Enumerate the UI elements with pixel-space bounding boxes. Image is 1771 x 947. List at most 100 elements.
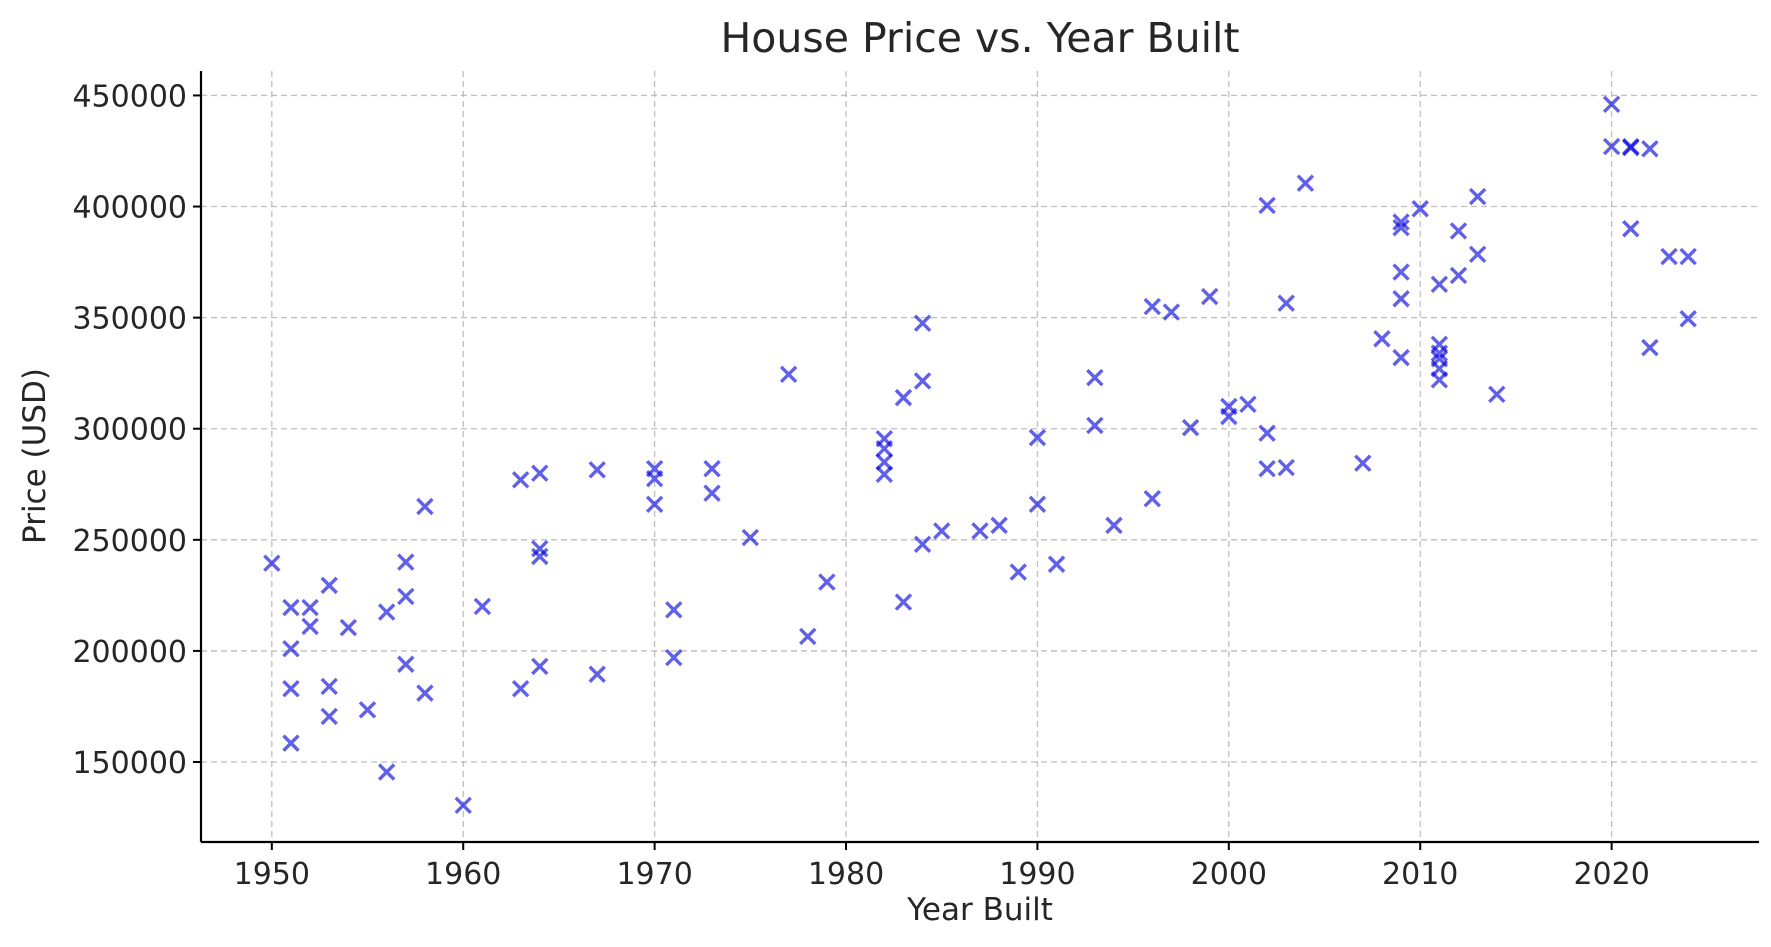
data-point-marker: [799, 627, 817, 646]
data-point-marker: [875, 440, 894, 458]
data-point-marker: [1392, 263, 1410, 281]
data-point-marker: [1488, 385, 1506, 403]
data-point-marker: [1200, 287, 1219, 306]
x-axis-title: Year Built: [906, 892, 1053, 928]
data-point-marker: [1430, 371, 1449, 389]
data-point-marker: [1449, 222, 1468, 240]
data-point-marker: [1086, 416, 1104, 435]
data-point-marker: [1373, 330, 1391, 348]
axes: [199, 71, 1759, 844]
data-point-marker: [1258, 460, 1276, 478]
y-tick-label: 350000: [72, 302, 187, 337]
data-point-marker: [1143, 297, 1161, 316]
data-point-marker: [320, 576, 338, 595]
data-point-marker: [645, 470, 664, 488]
y-tick-label: 150000: [72, 746, 187, 781]
data-point-marker: [282, 679, 300, 698]
data-point-marker: [1277, 294, 1295, 312]
data-point-marker: [1105, 516, 1123, 535]
y-tick-label: 200000: [72, 635, 187, 670]
data-point-marker: [1392, 218, 1410, 237]
data-point-marker: [1430, 275, 1449, 294]
data-point-marker: [665, 601, 683, 619]
data-point-marker: [1392, 213, 1410, 231]
x-tick-label: 1960: [425, 857, 501, 892]
data-point-marker: [1641, 338, 1659, 357]
data-point-marker: [531, 547, 549, 566]
data-point-marker: [1047, 555, 1066, 573]
data-point-marker: [377, 763, 396, 781]
data-point-marker: [779, 365, 798, 383]
data-point-marker: [320, 707, 338, 726]
data-point-marker: [1181, 418, 1200, 437]
data-point-marker: [1354, 454, 1372, 472]
data-point-marker: [741, 528, 760, 547]
data-point-marker: [1296, 174, 1315, 192]
data-point-marker: [301, 598, 319, 617]
data-point-marker: [875, 465, 894, 483]
data-point-marker: [1641, 140, 1659, 158]
grid-lines: [201, 71, 1759, 842]
data-point-marker: [531, 657, 549, 676]
data-point-marker: [531, 540, 549, 558]
data-point-marker: [1162, 303, 1181, 321]
data-point-marker: [511, 679, 530, 698]
x-tick-label: 2010: [1382, 857, 1458, 892]
data-point-marker: [454, 796, 472, 815]
data-point-marker: [1009, 563, 1027, 581]
data-point-marker: [1392, 348, 1410, 367]
data-point-marker: [1679, 310, 1697, 328]
data-point-marker: [416, 684, 434, 702]
data-point-marker: [1622, 138, 1640, 157]
data-point-marker: [971, 522, 989, 540]
data-point-marker: [1430, 344, 1449, 362]
data-point-marker: [397, 587, 415, 606]
data-point-marker: [397, 655, 415, 673]
data-point-marker: [818, 573, 836, 591]
data-point-marker: [913, 372, 932, 390]
x-tick-label: 1970: [616, 857, 692, 892]
data-point-marker: [282, 598, 300, 617]
data-point-marker: [511, 471, 530, 489]
data-point-marker: [263, 554, 281, 572]
data-point-marker: [1679, 247, 1697, 266]
data-point-marker: [1239, 395, 1257, 413]
data-point-marker: [339, 618, 358, 637]
data-point-marker: [588, 461, 606, 479]
x-tick-label: 1980: [808, 857, 884, 892]
data-point-marker: [1086, 368, 1104, 387]
data-point-marker: [416, 497, 434, 516]
data-point-marker: [1449, 266, 1468, 285]
data-point-marker: [397, 553, 415, 571]
data-point-marker: [1028, 495, 1047, 513]
data-point-marker: [1602, 95, 1621, 114]
y-tick-label: 300000: [72, 413, 187, 448]
data-point-marker: [358, 701, 377, 719]
data-point-marker: [703, 460, 721, 478]
data-point-marker: [320, 677, 338, 696]
chart-title: House Price vs. Year Built: [720, 14, 1239, 62]
data-point-marker: [645, 495, 664, 513]
data-point-marker: [282, 734, 300, 752]
data-point-marker: [1622, 220, 1640, 238]
data-point-marker: [665, 648, 683, 667]
data-point-marker: [894, 593, 913, 611]
y-tick-label: 250000: [72, 524, 187, 559]
data-point-marker: [1468, 187, 1487, 206]
ticks: 1950 1960 1970 1980 1990 2000 2010 2020 150000 20…: [72, 79, 1649, 892]
data-point-marker: [1392, 290, 1410, 308]
data-point-marker: [913, 535, 932, 553]
data-point-marker: [1602, 137, 1621, 156]
y-axis-title: Price (USD): [17, 368, 53, 544]
data-point-marker: [531, 464, 549, 482]
data-point-marker: [1660, 247, 1678, 266]
data-point-marker: [282, 639, 300, 658]
y-tick-label: 450000: [72, 79, 187, 114]
data-point-marker: [1277, 458, 1295, 477]
data-point-marker: [1468, 245, 1487, 264]
data-point-marker: [1411, 200, 1429, 218]
data-point-marker: [588, 665, 606, 683]
data-point-marker: [990, 516, 1008, 535]
data-point-marker: [377, 603, 396, 621]
